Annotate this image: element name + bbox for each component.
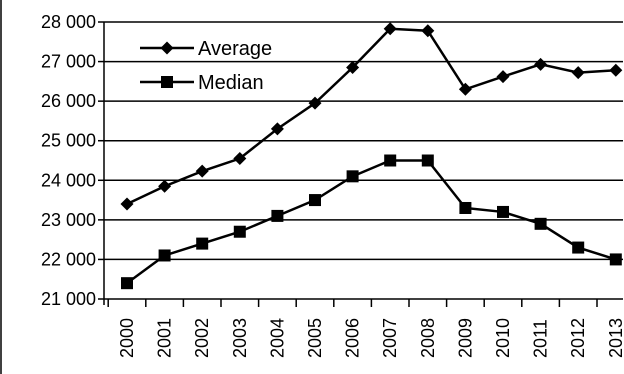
square-marker <box>534 217 547 230</box>
square-marker <box>161 76 173 88</box>
y-tick-label: 24 000 <box>41 170 96 190</box>
legend-item-median: Median <box>140 72 264 94</box>
square-marker <box>421 154 434 167</box>
x-tick-label: 2003 <box>230 318 250 358</box>
diamond-marker <box>308 96 322 110</box>
x-axis: 2000 2001 2002 2003 2004 2005 2006 2007 2008 2009… <box>107 299 624 358</box>
diamond-marker <box>496 70 510 84</box>
x-tick-label: 2008 <box>418 318 438 358</box>
y-tick-label: 28 000 <box>41 12 96 32</box>
x-tick-label: 2012 <box>568 318 588 358</box>
square-marker <box>346 170 359 183</box>
diamond-marker <box>609 63 623 77</box>
square-marker <box>233 225 246 238</box>
square-marker <box>497 205 509 218</box>
square-marker <box>609 253 622 266</box>
square-marker <box>384 154 397 167</box>
legend-item-average: Average <box>140 38 272 60</box>
square-marker <box>121 277 133 290</box>
x-tick-label: 2006 <box>343 318 363 358</box>
series-layer <box>120 22 623 290</box>
diamond-marker <box>534 57 548 71</box>
series-line <box>126 159 617 285</box>
y-tick-label: 21 000 <box>41 289 96 309</box>
x-tick-label: 2000 <box>117 318 137 358</box>
x-tick-label: 2004 <box>267 318 287 358</box>
diamond-marker <box>346 61 360 75</box>
diamond-marker <box>120 197 134 211</box>
legend-label: Average <box>198 38 272 60</box>
diamond-marker <box>571 66 585 80</box>
y-tick-label: 26 000 <box>41 91 96 111</box>
diamond-marker <box>233 152 247 166</box>
square-marker <box>158 249 171 262</box>
square-marker <box>572 241 585 254</box>
series-median <box>121 154 622 290</box>
y-tick-label: 22 000 <box>41 249 96 269</box>
square-marker <box>309 194 321 207</box>
x-tick-label: 2013 <box>606 318 624 358</box>
diamond-marker <box>158 179 172 193</box>
y-axis: 21 000 22 000 23 000 24 000 25 000 26 000 27 0… <box>41 12 105 309</box>
diamond-marker <box>383 22 397 36</box>
x-tick-label: 2005 <box>305 318 325 358</box>
x-tick-label: 2011 <box>531 319 551 358</box>
diamond-marker <box>270 122 284 136</box>
x-tick-label: 2001 <box>155 318 175 358</box>
diamond-marker <box>160 41 174 55</box>
y-tick-label: 25 000 <box>41 131 96 151</box>
square-marker <box>271 209 284 222</box>
series-line <box>126 27 616 206</box>
x-tick-label: 2009 <box>455 318 475 358</box>
square-marker <box>196 237 209 250</box>
y-tick-label: 27 000 <box>41 52 96 72</box>
diamond-marker <box>195 164 209 178</box>
legend: Average Median <box>140 38 272 94</box>
diamond-marker <box>421 24 435 38</box>
diamond-marker <box>458 82 472 96</box>
x-tick-label: 2007 <box>380 318 400 358</box>
series-average <box>120 22 623 211</box>
legend-label: Median <box>198 72 264 94</box>
square-marker <box>459 201 472 214</box>
x-tick-label: 2010 <box>493 318 513 358</box>
x-tick-label: 2002 <box>192 318 212 358</box>
y-tick-label: 23 000 <box>41 210 96 230</box>
